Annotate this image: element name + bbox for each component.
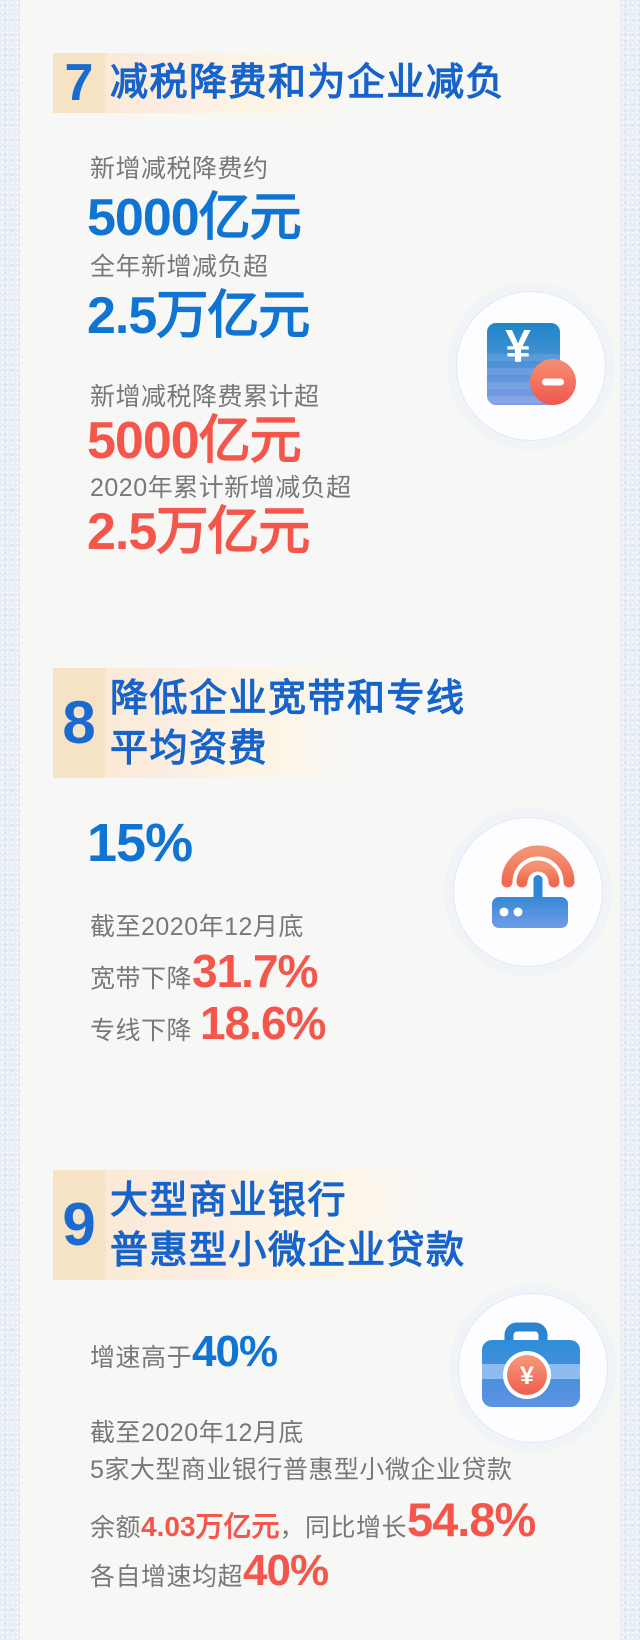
header-highlight bbox=[53, 1170, 425, 1280]
stat-value-inline: 4.03万亿元 bbox=[141, 1511, 280, 1542]
section8-number-badge: 8 bbox=[53, 668, 105, 778]
section9-title-line2: 普惠型小微企业贷款 bbox=[110, 1230, 466, 1272]
wifi-waves-icon bbox=[501, 845, 575, 888]
stat-label: 余额 bbox=[90, 1514, 142, 1542]
header-highlight bbox=[53, 53, 345, 113]
stat-row: 专线下降 18.6% bbox=[90, 997, 326, 1049]
stat-label: 5家大型商业银行普惠型小微企业贷款 bbox=[90, 1456, 513, 1484]
section9-header: 9 大型商业银行 普惠型小微企业贷款 bbox=[53, 1170, 613, 1280]
router-wifi-icon bbox=[492, 845, 575, 928]
left-border-texture bbox=[0, 0, 20, 1640]
router-led bbox=[499, 907, 509, 917]
date-label: 截至2020年12月底 bbox=[90, 913, 304, 941]
section8-header: 8 降低企业宽带和专线 平均资费 bbox=[53, 668, 613, 778]
stat-label: 新增减税降费约 bbox=[90, 155, 269, 183]
section9-number: 9 bbox=[62, 1191, 96, 1258]
yuan-coin-icon bbox=[507, 1355, 547, 1395]
section7-number: 7 bbox=[64, 54, 94, 112]
section8-number: 8 bbox=[62, 689, 96, 756]
stat-value: 54.8% bbox=[407, 1493, 536, 1546]
stat-value: 40% bbox=[243, 1546, 329, 1595]
section8-title: 降低企业宽带和专线 平均资费 bbox=[110, 668, 613, 774]
stat-label: 宽带下降 bbox=[90, 965, 193, 993]
bill-stripes bbox=[487, 354, 560, 403]
section8-title-line2: 平均资费 bbox=[110, 728, 269, 770]
stat-value: 15% bbox=[87, 813, 193, 873]
stat-row: 增速高于 40% bbox=[90, 1327, 278, 1376]
stat-value: 18.6% bbox=[200, 997, 326, 1049]
tax-bill-minus-icon: ¥ bbox=[487, 320, 576, 405]
stat-label: 新增减税降费累计超 bbox=[90, 383, 320, 411]
section9-title-line1: 大型商业银行 bbox=[110, 1180, 348, 1222]
yuan-symbol: ¥ bbox=[505, 320, 531, 372]
section7-header: 7 减税降费和为企业减负 bbox=[53, 53, 613, 113]
stat-row: 宽带下降 31.7% bbox=[90, 945, 318, 997]
briefcase-yuan-icon: ¥ bbox=[482, 1322, 580, 1407]
section9-number-badge: 9 bbox=[53, 1170, 105, 1280]
stat-value: 31.7% bbox=[192, 945, 318, 997]
stat-label: ，同比增长 bbox=[279, 1514, 408, 1542]
router-antenna bbox=[533, 875, 543, 903]
header-highlight bbox=[53, 668, 345, 778]
stat-label: 全年新增减负超 bbox=[90, 253, 269, 281]
section9-title: 大型商业银行 普惠型小微企业贷款 bbox=[110, 1170, 613, 1276]
stat-label: 专线下降 bbox=[90, 1017, 193, 1045]
date-label: 截至2020年12月底 bbox=[90, 1419, 304, 1447]
section7-icon-circle: ¥ bbox=[457, 292, 605, 440]
section9-icon-circle: ¥ bbox=[459, 1294, 607, 1442]
section7-title: 减税降费和为企业减负 bbox=[110, 62, 506, 104]
router-led bbox=[513, 907, 523, 917]
router-base bbox=[492, 897, 568, 928]
section8-title-line1: 降低企业宽带和专线 bbox=[110, 678, 466, 720]
stat-value: 5000亿元 bbox=[87, 412, 302, 470]
minus-sign bbox=[542, 378, 564, 386]
stat-label: 增速高于 bbox=[90, 1344, 193, 1372]
stat-label: 各自增速均超 bbox=[90, 1563, 244, 1591]
stat-row: 余额 4.03万亿元 ，同比增长 54.8% bbox=[90, 1493, 536, 1546]
stat-value: 2.5万亿元 bbox=[87, 503, 310, 561]
stat-value: 40% bbox=[192, 1327, 278, 1376]
stat-value: 2.5万亿元 bbox=[87, 287, 310, 345]
yuan-symbol: ¥ bbox=[520, 1362, 534, 1390]
section8-icon-circle bbox=[454, 818, 602, 966]
stat-value: 5000亿元 bbox=[87, 189, 302, 247]
right-border-texture bbox=[620, 0, 640, 1640]
stat-label: 2020年累计新增减负超 bbox=[90, 474, 352, 502]
section7-number-badge: 7 bbox=[53, 53, 105, 113]
stat-row: 各自增速均超 40% bbox=[90, 1546, 329, 1595]
